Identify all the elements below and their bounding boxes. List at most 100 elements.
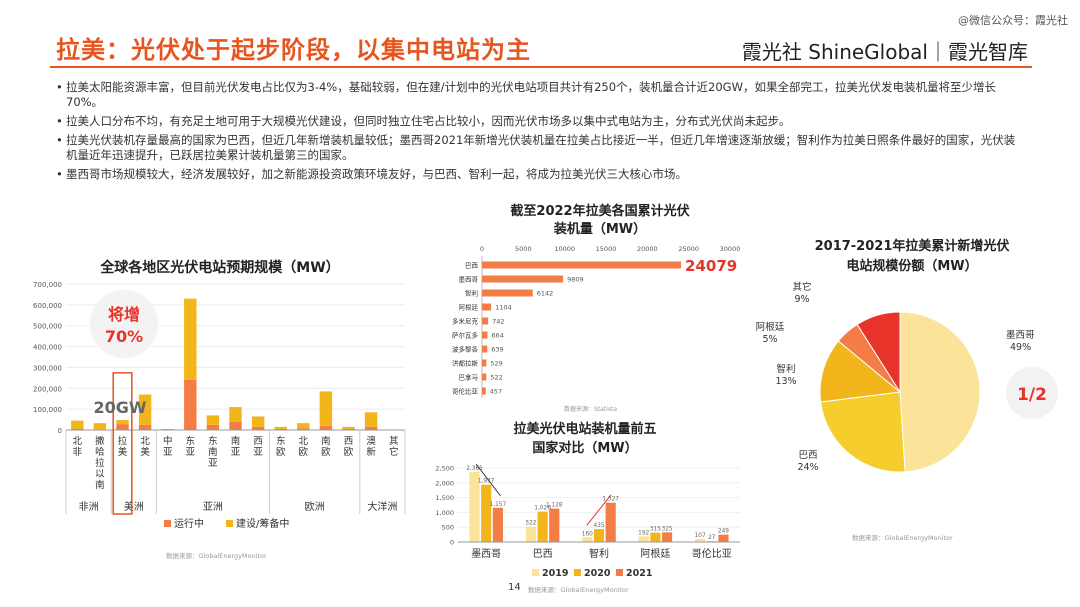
bar-建设/筹备中 bbox=[229, 407, 242, 422]
data-label: 1,937 bbox=[478, 479, 495, 485]
bar-运行中 bbox=[274, 428, 287, 430]
x-tick-label: 智利 bbox=[589, 547, 609, 560]
chart-title-line1: 截至2022年拉美各国累计光伏 bbox=[510, 203, 689, 219]
global-regions-chart: 全球各地区光伏电站预期规模（MW） 0 100,000 200,000 300,000 4… bbox=[33, 259, 406, 560]
y-tick-label: 200,000 bbox=[33, 385, 62, 393]
data-label: 6142 bbox=[537, 290, 554, 298]
pie-annotation: 1/2 bbox=[1017, 385, 1047, 405]
slice-value-label: 9% bbox=[794, 294, 809, 305]
chart-source: 数据来源：Statista bbox=[564, 405, 617, 413]
bar-建设/筹备中 bbox=[342, 426, 355, 429]
trend-arrow-up bbox=[586, 494, 612, 526]
bar bbox=[482, 261, 682, 269]
x-tick-label: 东亚 bbox=[186, 435, 196, 458]
chart-title-line2: 装机量（MW） bbox=[553, 221, 646, 237]
trend-arrow-down bbox=[475, 463, 501, 497]
slice-value-label: 5% bbox=[762, 334, 777, 345]
bar-2019 bbox=[469, 471, 480, 542]
y-tick-label: 哥伦比亚 bbox=[452, 387, 479, 396]
data-label: 24079 bbox=[685, 257, 737, 275]
group-label: 欧洲 bbox=[305, 501, 325, 513]
data-label: 1104 bbox=[495, 304, 512, 312]
bar-2019 bbox=[638, 536, 649, 542]
y-tick-label: 巴拿马 bbox=[459, 373, 479, 382]
bar-建设/筹备中 bbox=[206, 415, 220, 425]
data-label: 160 bbox=[582, 531, 593, 537]
data-label: 9809 bbox=[567, 276, 584, 284]
bar-运行中 bbox=[206, 424, 220, 430]
x-tick-label: 西欧 bbox=[344, 436, 354, 458]
y-tick-label: 400,000 bbox=[33, 344, 62, 352]
pie-slice bbox=[819, 340, 902, 403]
slice-value-label: 13% bbox=[775, 376, 796, 387]
bar-运行中 bbox=[184, 379, 197, 430]
y-tick-label: 100,000 bbox=[33, 406, 62, 414]
bar-建设/筹备中 bbox=[274, 426, 287, 429]
data-label: 1,128 bbox=[546, 503, 563, 509]
bullet-item: 拉美人口分布不均，有充足土地可用于大规模光伏建设，但同时独立住宅占比较小，因而光… bbox=[56, 114, 1026, 129]
group-label: 大洋洲 bbox=[367, 500, 397, 513]
chart-source: 数据来源：GlobalEnergyMonitor bbox=[528, 585, 629, 594]
bar-建设/筹备中 bbox=[251, 416, 265, 427]
y-tick-label: 0 bbox=[450, 539, 454, 547]
bar bbox=[482, 331, 488, 339]
bar bbox=[482, 303, 492, 311]
x-tick-label: 15000 bbox=[596, 245, 617, 253]
y-tick-label: 波多黎各 bbox=[452, 345, 479, 354]
data-label: 249 bbox=[718, 529, 729, 535]
pie-slice bbox=[820, 391, 906, 473]
x-tick-label: 东欧 bbox=[276, 435, 286, 458]
x-tick-label: 巴西 bbox=[533, 548, 553, 560]
data-label: 529 bbox=[490, 360, 502, 368]
legend-swatch bbox=[532, 569, 539, 576]
bar bbox=[482, 387, 486, 395]
legend-label: 2020 bbox=[584, 568, 611, 579]
bar-2021 bbox=[718, 534, 729, 542]
x-tick-label: 墨西哥 bbox=[471, 548, 501, 560]
y-tick-label: 萨尔瓦多 bbox=[452, 331, 479, 340]
x-tick-label: 西亚 bbox=[253, 436, 263, 458]
bar-2019 bbox=[525, 526, 537, 542]
bar bbox=[482, 345, 488, 353]
y-tick-label: 500,000 bbox=[33, 323, 62, 331]
bar bbox=[482, 359, 487, 367]
group-label: 亚洲 bbox=[203, 501, 223, 513]
x-tick-label: 澳新 bbox=[366, 435, 376, 458]
legend-label: 2019 bbox=[542, 568, 568, 579]
x-tick-label: 东南亚 bbox=[208, 435, 218, 469]
slice-name-label: 巴西 bbox=[798, 450, 817, 461]
y-tick-label: 600,000 bbox=[33, 302, 62, 310]
bar-建设/筹备中 bbox=[138, 394, 152, 425]
x-tick-label: 撒哈拉以南 bbox=[95, 435, 105, 491]
annotation-big-line2: 70% bbox=[105, 327, 143, 346]
data-label: 522 bbox=[490, 374, 502, 382]
bar-建设/筹备中 bbox=[184, 298, 197, 380]
bar-2020 bbox=[481, 484, 492, 542]
bar-2020 bbox=[593, 529, 605, 542]
data-label: 457 bbox=[490, 388, 502, 396]
bar bbox=[482, 289, 533, 297]
y-tick-label: 智利 bbox=[465, 289, 478, 298]
bar-2019 bbox=[695, 538, 706, 542]
legend-swatch bbox=[226, 520, 233, 527]
data-label: 742 bbox=[492, 318, 504, 326]
y-tick-label: 2,500 bbox=[435, 465, 454, 473]
y-tick-label: 700,000 bbox=[33, 281, 62, 289]
y-tick-label: 洪都拉斯 bbox=[452, 359, 479, 368]
x-tick-label: 南欧 bbox=[321, 435, 331, 458]
legend-swatch bbox=[164, 520, 171, 527]
highlight-box bbox=[112, 372, 133, 515]
bullet-item: 墨西哥市场规模较大，经济发展较好，加之新能源投资政策环境友好，与巴西、智利一起，… bbox=[56, 167, 1026, 182]
data-label: 1,157 bbox=[490, 502, 507, 508]
group-label: 美洲 bbox=[124, 500, 144, 513]
chart-title-line1: 拉美光伏电站装机量前五 bbox=[513, 421, 656, 437]
x-tick-label: 北欧 bbox=[299, 436, 309, 458]
x-tick-label: 30000 bbox=[720, 245, 741, 253]
bar bbox=[482, 275, 564, 283]
bar-2021 bbox=[492, 507, 503, 542]
annotation-label: 20GW bbox=[93, 398, 146, 417]
bullet-item: 拉美太阳能资源丰富，但目前光伏发电占比仅为3-4%，基础较弱，但在建/计划中的光… bbox=[56, 80, 1026, 110]
bar-建设/筹备中 bbox=[319, 391, 333, 426]
